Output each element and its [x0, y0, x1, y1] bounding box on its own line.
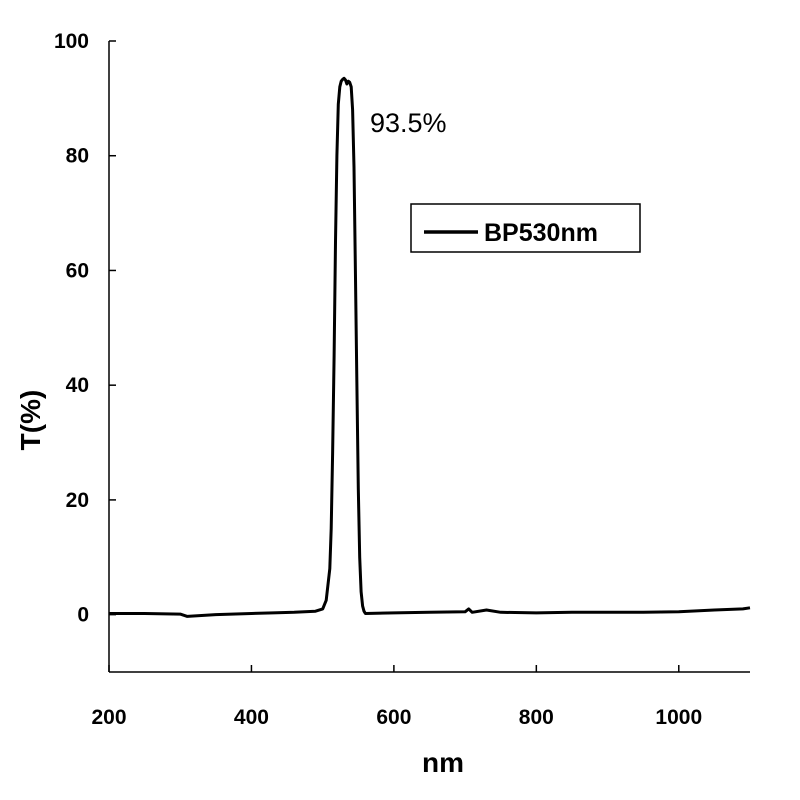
legend: BP530nm	[410, 203, 641, 253]
y-tick-label: 100	[54, 30, 89, 53]
axes	[108, 41, 750, 673]
y-tick-label: 20	[66, 489, 89, 512]
series-line-bp530nm	[109, 76, 751, 618]
y-tick-label: 40	[66, 374, 89, 397]
y-ticks: 0 20 40 60 80 100	[54, 30, 116, 627]
legend-label: BP530nm	[484, 219, 598, 247]
y-axis-title: T(%)	[15, 390, 46, 451]
x-axis-title: nm	[422, 747, 464, 778]
x-tick-label: 200	[91, 706, 126, 729]
y-tick-label: 80	[66, 145, 89, 168]
x-tick-label: 400	[234, 706, 269, 729]
x-tick-label: 600	[376, 706, 411, 729]
x-tick-label: 1000	[655, 706, 702, 729]
y-tick-label: 0	[77, 604, 89, 627]
x-tick-label: 800	[519, 706, 554, 729]
y-tick-label: 60	[66, 259, 89, 282]
annotation-peak: 93.5%	[370, 108, 447, 138]
x-ticks: 200 400 600 800 1000	[91, 665, 702, 729]
legend-box	[410, 203, 641, 253]
